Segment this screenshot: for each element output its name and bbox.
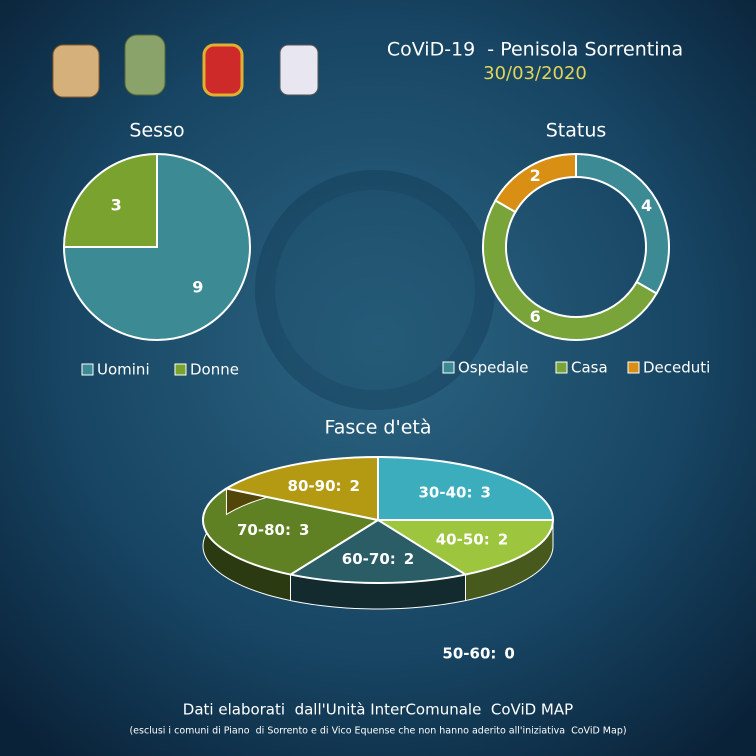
legend-label: Uomini <box>97 361 150 379</box>
data-label: 40-50: 2 <box>436 530 508 548</box>
legend-label: Ospedale <box>458 359 528 377</box>
legend-swatch <box>442 361 455 374</box>
data-label: 70-80: 3 <box>237 521 309 539</box>
pie-slice <box>62 152 158 248</box>
category-label: 40-50: <box>436 530 490 548</box>
legend-swatch <box>627 361 640 374</box>
legend-swatch <box>555 361 568 374</box>
pie3d-slice <box>287 518 469 610</box>
value-label: 2 <box>498 530 508 548</box>
virus-decoration <box>255 170 495 410</box>
header-date: 30/03/2020 <box>483 63 587 84</box>
data-label: 80-90: 2 <box>288 477 360 495</box>
pie3d-top <box>377 455 555 521</box>
pie3d-top <box>374 519 555 576</box>
value-label: 2 <box>350 477 360 495</box>
legend-label: Deceduti <box>643 359 710 377</box>
category-label: 60-70: <box>342 550 396 568</box>
value-label: 2 <box>404 550 414 568</box>
coats-of-arms <box>52 34 319 98</box>
data-label: 6 <box>530 307 541 326</box>
pie3d-slice <box>223 455 379 522</box>
pie3d-top <box>202 487 381 576</box>
donut-segment <box>481 199 658 342</box>
legend-label: Casa <box>571 359 608 377</box>
data-label: 3 <box>111 196 122 215</box>
footer-source: Dati elaborati dall'Unità InterComunale … <box>183 701 573 719</box>
legend-label: Donne <box>190 361 239 379</box>
data-label: 30-40: 3 <box>419 483 491 501</box>
legend-swatch <box>174 363 187 376</box>
data-label: 9 <box>192 277 203 296</box>
category-label: 70-80: <box>237 521 291 539</box>
footer-note: (esclusi i comuni di Piano di Sorrento e… <box>129 726 626 737</box>
pie3d-top <box>223 455 379 522</box>
pie-slice <box>62 152 251 341</box>
header-title: CoViD-19 - Penisola Sorrentina <box>387 39 683 61</box>
legend-swatch <box>81 363 94 376</box>
data-label: 4 <box>641 196 652 215</box>
value-label: 3 <box>480 483 490 501</box>
value-label: 3 <box>299 521 309 539</box>
donut-segment <box>494 152 577 214</box>
data-label: 2 <box>530 166 541 185</box>
category-label: 30-40: <box>419 483 473 501</box>
data-label: 60-70: 2 <box>342 550 414 568</box>
data-label: 50-60: 0 <box>442 644 514 662</box>
category-label: 50-60: <box>442 644 496 662</box>
chart-title: Sesso <box>129 120 184 142</box>
chart-title: Fasce d'età <box>325 417 432 439</box>
chart-title: Status <box>546 120 607 142</box>
pie3d-top <box>287 518 469 584</box>
value-label: 0 <box>504 644 514 662</box>
category-label: 80-90: <box>288 477 342 495</box>
